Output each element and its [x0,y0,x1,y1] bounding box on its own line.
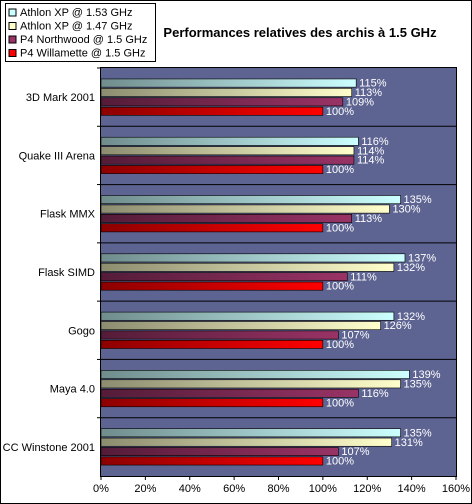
data-label: 135% [404,194,432,206]
data-label: 100% [326,397,354,409]
category-label: Quake III Arena [19,150,96,162]
bar [100,379,401,389]
legend-swatch [8,22,17,30]
data-label: 113% [355,213,383,225]
data-label: 113% [355,87,383,99]
category-label: Maya 4.0 [50,384,95,396]
bar [100,78,357,88]
bar [100,330,339,340]
data-label: 139% [412,369,440,381]
data-label: 116% [361,136,389,148]
x-axis: 0% 20% 40% 60% 80% 100% 120% 140% 160% [93,67,470,495]
category-label: 3D Mark 2001 [26,92,95,104]
x-tick-label: 60% [223,483,245,495]
x-tick-label: 0% [93,483,109,495]
bar [100,388,359,398]
data-label: 130% [392,204,420,216]
bar [100,195,401,205]
data-label: 137% [408,253,436,265]
data-label: 109% [346,96,374,108]
bar [100,106,324,116]
data-label: 116% [361,388,389,400]
data-label: 131% [395,437,423,449]
category-label: Flask MMX [40,209,96,221]
legend-swatch [8,8,17,17]
data-label: 135% [404,378,432,390]
x-tick-label: 140% [398,483,426,495]
legend-label: P4 Willamette @ 1.5 GHz [20,48,145,60]
bar [100,447,339,456]
bar [100,339,324,349]
x-tick-label: 120% [353,483,381,495]
bar [100,165,324,174]
x-tick-label: 20% [134,483,156,495]
data-label: 132% [397,262,425,274]
data-label: 100% [326,164,354,176]
bar [100,223,324,233]
data-label: 100% [326,339,354,351]
bar [100,262,395,272]
bar [100,136,359,146]
bar [100,97,344,107]
legend: Athlon XP @ 1.53 GHz Athlon XP @ 1.47 GHz… [5,3,156,62]
plot-area [100,67,457,477]
data-label: 111% [350,271,377,283]
x-tick-label: 160% [442,483,470,495]
category-label: Gogo [68,325,95,337]
data-label: 107% [341,446,369,458]
bar [100,281,324,291]
bar [100,272,348,282]
data-label: 126% [384,320,412,332]
category-label: CC Winstone 2001 [3,442,95,454]
legend-label: Athlon XP @ 1.47 GHz [20,21,132,33]
data-label: 135% [404,427,432,439]
data-label: 107% [341,330,369,342]
x-tick-label: 40% [179,483,201,495]
bar [100,428,401,438]
data-label: 132% [397,311,425,323]
legend-swatch [8,49,17,57]
data-label: 100% [326,106,354,118]
data-label: 100% [326,222,354,234]
x-tick-label: 100% [309,483,337,495]
bar [100,204,390,214]
category-label: Flask SIMD [38,267,95,279]
bar [100,321,381,330]
chart-title: Performances relatives des archis à 1.5 … [163,25,437,40]
data-label: 100% [326,456,354,468]
legend-frame [5,3,156,62]
data-label: 114% [357,155,385,167]
data-label: 100% [326,281,354,293]
bar [100,155,355,165]
bar [100,146,355,156]
data-labels-group: 115%113%109%100%116%114%114%100%135%130%… [326,78,441,468]
bars-group [100,78,410,466]
bar [100,456,324,466]
bar [100,437,392,447]
legend-swatch [8,35,17,44]
bar [100,370,410,379]
bar [100,214,353,223]
bar [100,398,324,408]
bar [100,311,395,321]
legend-label: Athlon XP @ 1.53 GHz [20,7,132,19]
category-labels-group: 3D Mark 2001 Quake III Arena Flask MMX Flas… [3,92,96,454]
bar [100,253,406,263]
bar [100,88,353,97]
data-label: 115% [359,78,387,90]
legend-label: P4 Northwood @ 1.5 GHz [20,34,147,46]
x-tick-label: 80% [267,483,289,495]
data-label: 114% [357,145,385,157]
